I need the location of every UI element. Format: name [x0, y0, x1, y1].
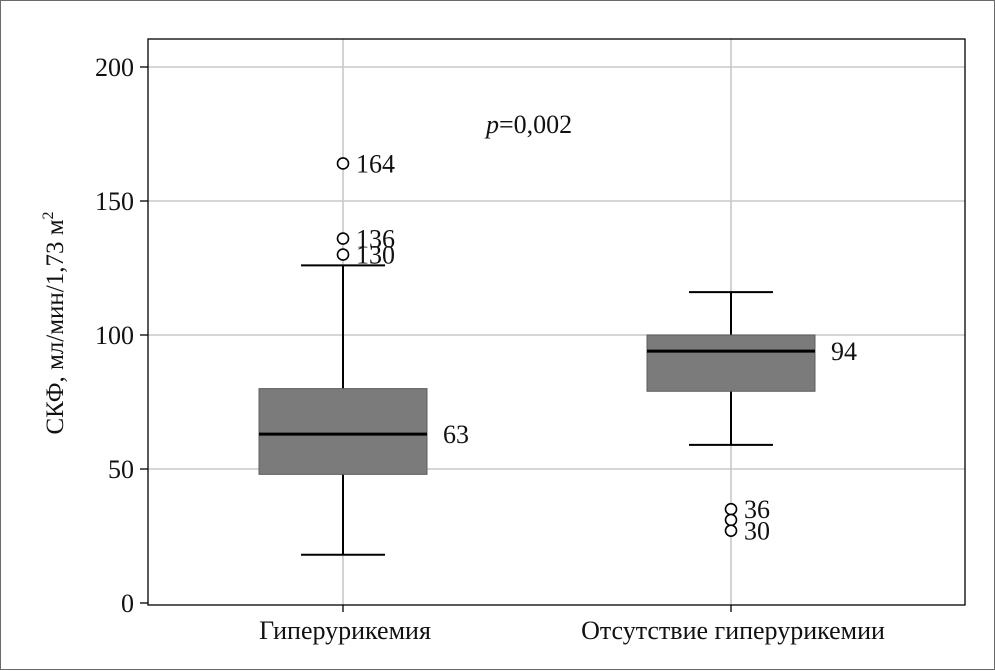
outlier-point	[336, 248, 350, 261]
p-value-text: =0,002	[499, 110, 572, 139]
y-tick-label: 100	[95, 321, 134, 350]
outlier-point	[724, 513, 738, 527]
median-label: 94	[831, 337, 857, 366]
outlier-point	[336, 232, 350, 245]
y-tick-label: 200	[95, 53, 134, 82]
outlier-point	[724, 502, 738, 516]
iqr-box	[258, 388, 428, 475]
x-category-label: Отсутствие гиперурикемии	[581, 616, 885, 645]
outlier-point	[336, 157, 350, 170]
y-axis-ticks: 0 50 100 150 200	[95, 53, 148, 618]
outlier-label: 130	[356, 241, 395, 270]
plot-area-border	[147, 38, 966, 606]
y-axis-title-superscript: 2	[40, 211, 57, 219]
y-tick-label: 50	[108, 455, 134, 484]
y-tick-label: 0	[121, 589, 134, 618]
outlier-point	[724, 524, 738, 537]
outlier-label: 36	[744, 495, 770, 524]
p-value-symbol: p	[484, 110, 499, 139]
iqr-box	[646, 334, 816, 392]
x-category-label: Гиперурикемия	[259, 616, 431, 645]
x-axis-categories: Гиперурикемия Отсутствие гиперурикемии	[259, 605, 885, 645]
p-value-annotation: p=0,002	[484, 110, 572, 139]
outlier-label: 30	[744, 517, 770, 546]
outlier-label: 136	[356, 225, 395, 254]
outlier-label: 164	[356, 149, 395, 178]
y-axis-title: СКФ, мл/мин/1,73 м2	[40, 211, 69, 434]
y-axis-title-text: СКФ, мл/мин/1,73 м	[42, 219, 69, 434]
y-tick-label: 150	[95, 187, 134, 216]
median-label: 63	[443, 420, 469, 449]
